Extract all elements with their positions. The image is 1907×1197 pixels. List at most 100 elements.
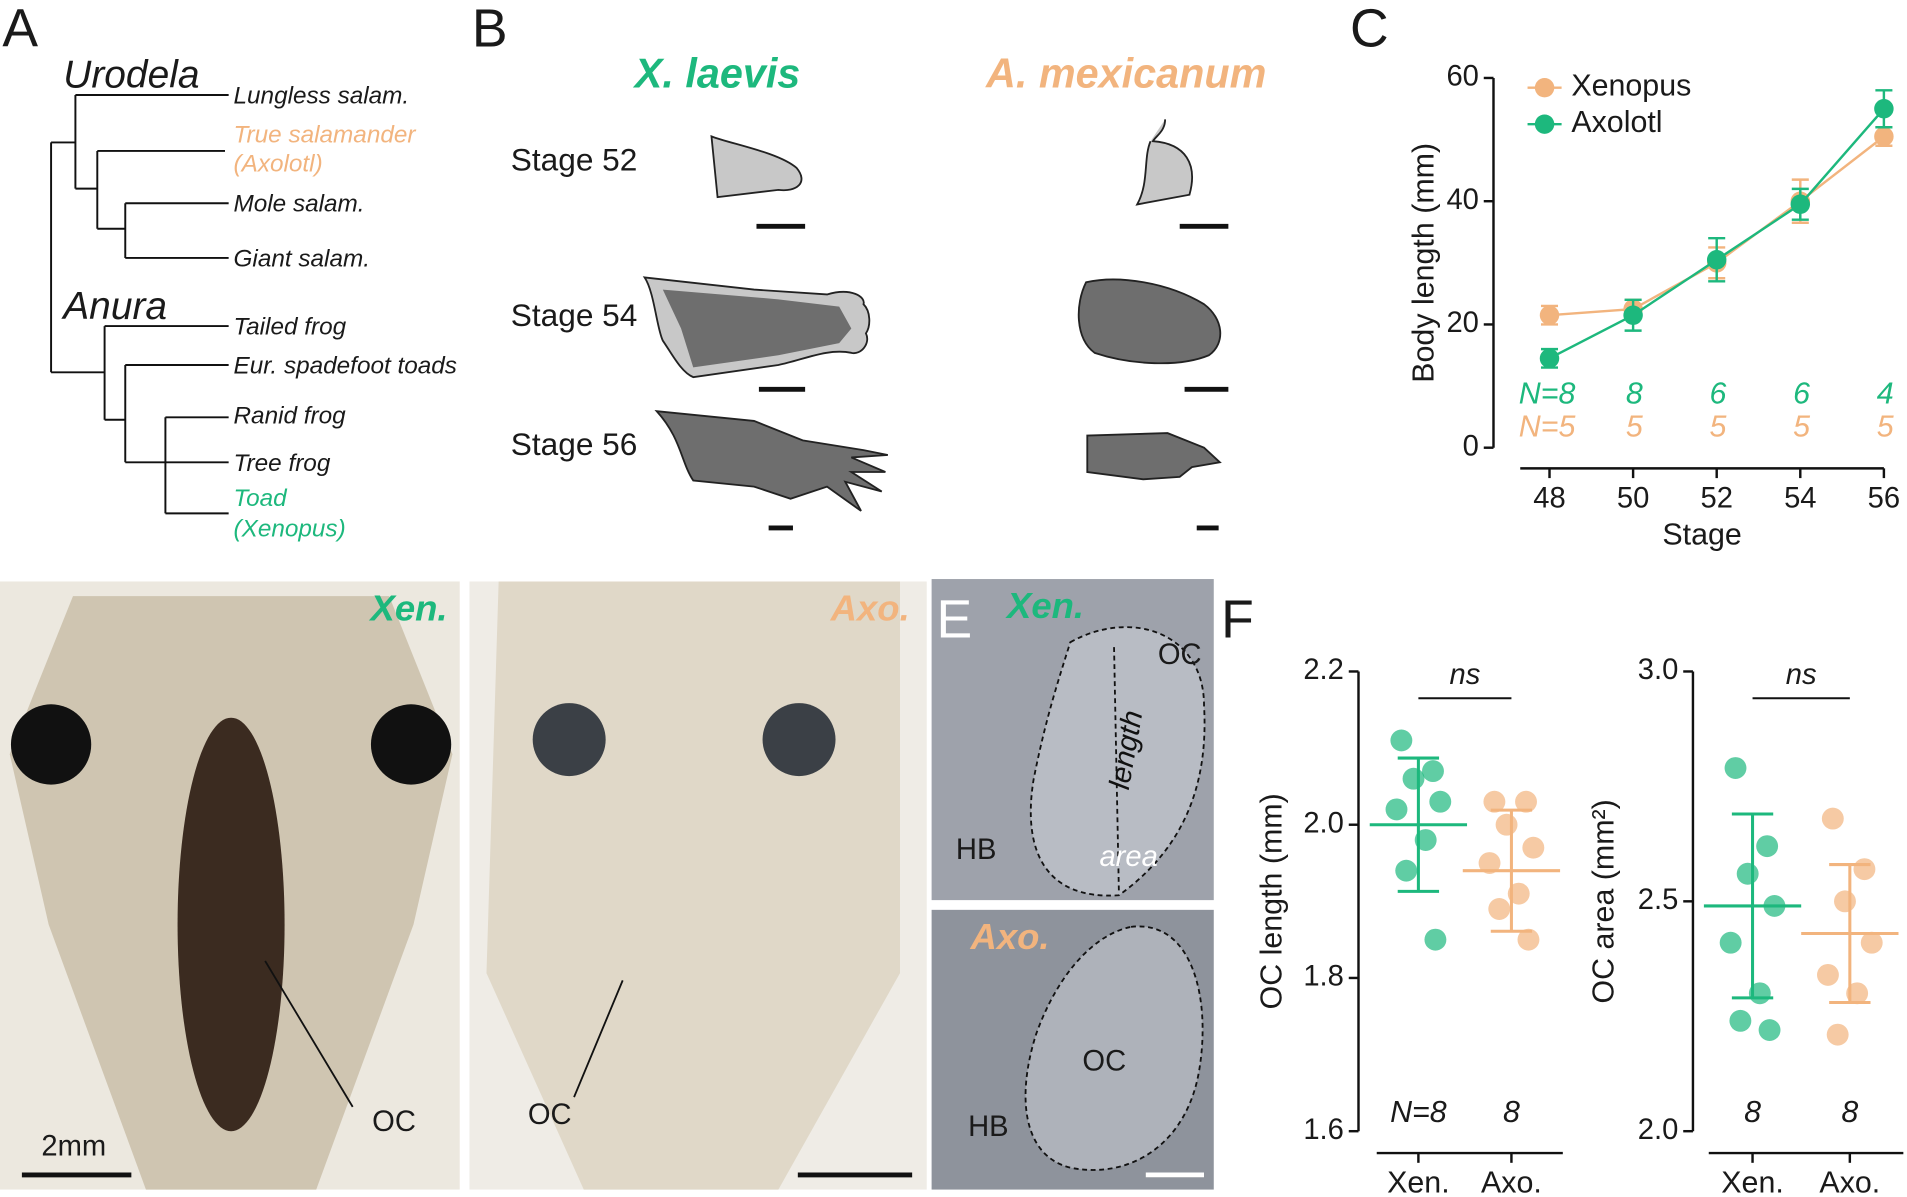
data-point <box>1853 858 1876 881</box>
n-label: 5 <box>1877 409 1894 443</box>
y-tick-label: 2.0 <box>1303 807 1344 839</box>
y-tick-label: 2.0 <box>1638 1114 1679 1146</box>
sd-whisker <box>1397 756 1440 893</box>
series-line <box>1548 107 1885 360</box>
legend-swatch <box>1534 114 1555 134</box>
data-point <box>1478 852 1501 874</box>
y-tick-label: 1.6 <box>1303 1114 1344 1146</box>
data-point <box>1736 862 1759 885</box>
leaf-label: Lungless salam. <box>234 83 410 110</box>
sd-whisker <box>1829 863 1871 1004</box>
data-point <box>1515 790 1537 813</box>
leaf-label: Ranid frog <box>234 402 347 429</box>
data-point <box>1483 790 1506 813</box>
n-label: 4 <box>1877 376 1894 410</box>
data-point <box>1422 760 1444 783</box>
x-tick-label: Axo. <box>1481 1166 1542 1197</box>
data-point <box>1522 836 1545 859</box>
y-axis-label: OC area (mm²) <box>1586 799 1620 1003</box>
n-label: 8 <box>1626 376 1643 410</box>
data-point <box>1395 859 1418 882</box>
series-line <box>1549 135 1885 317</box>
photo-label: HB <box>956 834 997 866</box>
leaf-label: Eur. spadefoot toads <box>234 353 457 380</box>
n-label: 5 <box>1710 409 1727 443</box>
n-label: 8 <box>1744 1095 1761 1129</box>
y-axis-label: Body length (mm) <box>1406 143 1440 383</box>
x-tick-label: Xen. <box>1721 1166 1784 1197</box>
data-point <box>1539 348 1560 369</box>
annotation: ns <box>1786 659 1817 691</box>
y-tick-label: 20 <box>1446 307 1478 339</box>
data-point <box>1874 99 1894 119</box>
data-point <box>1429 790 1452 813</box>
photo-label: HB <box>968 1111 1009 1143</box>
data-point <box>1495 813 1518 836</box>
tree-branches <box>50 94 229 515</box>
annotation: ns <box>1450 659 1481 691</box>
photo-label: Axo. <box>830 587 910 628</box>
data-point <box>1507 882 1530 905</box>
y-tick-label: 2.2 <box>1303 654 1344 686</box>
data-point <box>1817 963 1839 986</box>
photo-label: OC <box>372 1106 416 1138</box>
data-point <box>1729 1009 1752 1032</box>
sd-whisker <box>1731 812 1774 1000</box>
panel-label: C <box>1350 0 1389 58</box>
n-label: 5 <box>1626 409 1643 443</box>
data-point <box>1790 194 1811 215</box>
leaf-label: Tailed frog <box>234 314 347 341</box>
n-label: N=8 <box>1390 1095 1447 1129</box>
data-point <box>1719 931 1742 954</box>
leaf-label: (Xenopus) <box>234 515 346 542</box>
photo-label: OC <box>528 1099 572 1131</box>
leaf-label: True salamander <box>234 121 417 148</box>
data-point <box>1623 305 1643 325</box>
x-tick-label: Axo. <box>1819 1166 1880 1197</box>
n-label: 8 <box>1503 1095 1520 1129</box>
clade-label: Urodela <box>63 54 199 97</box>
limb-drawings <box>642 119 1222 512</box>
x-tick-label: 50 <box>1617 483 1649 515</box>
clade-label: Anura <box>61 285 167 328</box>
photo-label: OC <box>1082 1045 1126 1077</box>
data-point <box>1402 767 1425 790</box>
stage-label: Stage 56 <box>511 426 638 462</box>
species-label: A. mexicanum <box>985 51 1266 97</box>
panel-label: F <box>1221 590 1254 649</box>
x-tick-label: 48 <box>1533 483 1565 515</box>
leaf-label: Toad <box>234 485 289 512</box>
panel-label: E <box>936 590 972 649</box>
data-point <box>1390 729 1413 752</box>
leaf-label: (Axolotl) <box>234 151 323 178</box>
data-point <box>1874 126 1894 147</box>
n-label: 5 <box>1793 409 1810 443</box>
n-label: N=8 <box>1519 376 1576 410</box>
sd-whisker <box>1490 808 1533 933</box>
panel-label: A <box>2 0 38 58</box>
y-tick-label: 60 <box>1446 61 1478 93</box>
data-point <box>1488 898 1511 920</box>
y-axis-label: OC length (mm) <box>1254 793 1288 1009</box>
y-tick-label: 0 <box>1463 430 1479 462</box>
legend-label: Xenopus <box>1571 69 1691 103</box>
x-tick-label: 52 <box>1700 483 1732 515</box>
data-point <box>1724 757 1747 779</box>
data-point <box>1758 1019 1781 1042</box>
data-point <box>1414 829 1437 851</box>
x-tick-label: 56 <box>1868 483 1900 515</box>
y-tick-label: 3.0 <box>1638 654 1679 686</box>
photo-label: area <box>1099 841 1157 873</box>
data-point <box>1756 835 1779 858</box>
photo-label: Axo. <box>970 916 1050 957</box>
data-point <box>1826 1023 1849 1046</box>
y-tick-label: 1.8 <box>1303 961 1344 993</box>
photo-label: Xen. <box>1005 585 1084 626</box>
stage-label: Stage 54 <box>511 297 638 333</box>
photo-label: Xen. <box>369 587 448 628</box>
data-point <box>1860 931 1883 954</box>
x-axis-label: Stage <box>1662 518 1741 552</box>
panel-label: B <box>472 0 508 58</box>
